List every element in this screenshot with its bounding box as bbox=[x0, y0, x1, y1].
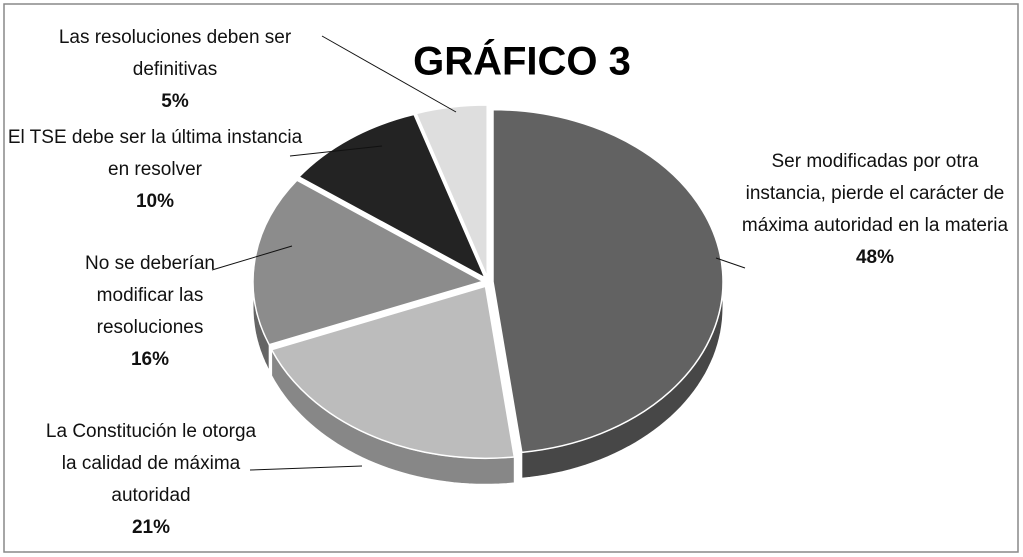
value-label: 16% bbox=[130, 349, 170, 370]
slice bbox=[270, 285, 516, 460]
value-label: 10% bbox=[135, 191, 175, 212]
slice-tops bbox=[252, 104, 724, 460]
slice-label: Las resoluciones deben ser definitivas 5% bbox=[20, 22, 330, 118]
value-label: 21% bbox=[131, 517, 171, 538]
category-label: Ser modificadas por otra instancia, pier… bbox=[741, 151, 1009, 236]
slice bbox=[252, 179, 485, 346]
slice-label: La Constitución le otorga la calidad de … bbox=[40, 416, 262, 544]
slice-label: El TSE debe ser la última instancia en r… bbox=[5, 122, 305, 218]
leader-line bbox=[289, 145, 383, 157]
slice bbox=[415, 104, 488, 278]
slice bbox=[492, 108, 724, 454]
category-label: La Constitución le otorga la calidad de … bbox=[45, 421, 257, 506]
leader-line bbox=[321, 35, 457, 113]
value-label: 48% bbox=[855, 247, 895, 268]
category-label: El TSE debe ser la última instancia en r… bbox=[7, 127, 303, 180]
chart-title: GRÁFICO 3 bbox=[413, 39, 631, 84]
leader-line bbox=[211, 245, 293, 271]
leader-line bbox=[715, 257, 746, 269]
category-label: No se deberían modificar las resolucione… bbox=[85, 253, 215, 338]
category-label: Las resoluciones deben ser definitivas bbox=[58, 27, 292, 80]
slice bbox=[297, 113, 487, 280]
slice-label: Ser modificadas por otra instancia, pier… bbox=[730, 146, 1020, 274]
slice-label: No se deberían modificar las resolucione… bbox=[60, 248, 240, 376]
value-label: 5% bbox=[161, 91, 189, 112]
leader-line bbox=[249, 465, 363, 471]
